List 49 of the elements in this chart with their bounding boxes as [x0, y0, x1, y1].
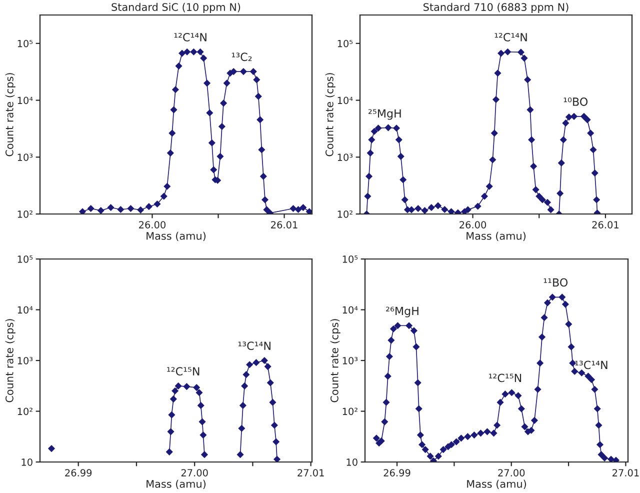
annotation: ¹²C¹⁴N [174, 32, 206, 42]
x-tick-label: 26.00 [460, 221, 486, 228]
annotation: ¹³C¹⁴N [575, 360, 608, 370]
x-tick-label: 27.01 [298, 469, 324, 476]
y-tick-label: 10⁴ [342, 306, 358, 314]
x-tick-label: 27.00 [181, 469, 208, 476]
y-tick-label: 10⁵ [18, 255, 33, 263]
annotation: ¹³C¹⁴N [238, 342, 270, 350]
x-tick-label: 26.99 [384, 469, 410, 476]
annotation: ¹¹BO [544, 278, 568, 287]
annotation: ¹²C¹⁵N [167, 367, 200, 376]
x-axis-title: Mass (amu) [467, 480, 526, 490]
x-axis-title: Mass (amu) [466, 232, 526, 242]
y-tick-label: 10⁵ [338, 40, 353, 48]
annotation: ²⁵MgH [368, 109, 401, 120]
y-tick-label: 10² [18, 210, 32, 218]
x-tick-label: 27.00 [498, 469, 525, 476]
x-tick-label: 26.01 [592, 221, 618, 228]
y-tick-label: 10 [22, 458, 32, 466]
annotation: ¹⁰BO [564, 98, 588, 106]
y-tick-label: 10³ [338, 154, 353, 161]
y-tick-label: 10² [338, 210, 352, 218]
x-axis-title: Mass (amu) [146, 480, 206, 490]
x-tick-label: 27.01 [612, 469, 639, 476]
y-tick-label: 10³ [342, 356, 358, 364]
y-tick-label: 10² [18, 408, 32, 416]
y-tick-label: 10² [342, 408, 358, 416]
annotation: ¹³C₂ [232, 52, 252, 62]
y-tick-label: 10⁴ [18, 96, 33, 104]
y-axis-title: Count rate (cps) [330, 319, 340, 402]
y-axis-title: Count rate (cps) [5, 73, 16, 156]
y-axis-title: Count rate (cps) [5, 319, 16, 402]
chart-title: Standard SiC (10 ppm N) [112, 2, 240, 13]
annotation: ¹²C¹⁵N [488, 374, 522, 382]
y-tick-label: 10⁵ [18, 40, 33, 48]
annotation: ²⁶MgH [386, 306, 418, 318]
y-tick-label: 10⁴ [338, 96, 353, 104]
x-axis-title: Mass (amu) [146, 232, 206, 242]
x-tick-label: 26.00 [139, 221, 166, 228]
y-axis-title: Count rate (cps) [325, 73, 336, 156]
chart-title: Standard 710 (6883 ppm N) [424, 2, 568, 13]
y-tick-label: 10 [346, 458, 358, 466]
y-tick-label: 10⁵ [342, 255, 358, 263]
x-tick-label: 26.01 [271, 221, 298, 228]
y-tick-label: 10³ [18, 154, 33, 161]
y-tick-label: 10⁴ [18, 306, 33, 314]
y-tick-label: 10³ [18, 356, 33, 364]
annotation: ¹²C¹⁴N [494, 32, 527, 42]
x-tick-label: 26.99 [65, 469, 92, 476]
